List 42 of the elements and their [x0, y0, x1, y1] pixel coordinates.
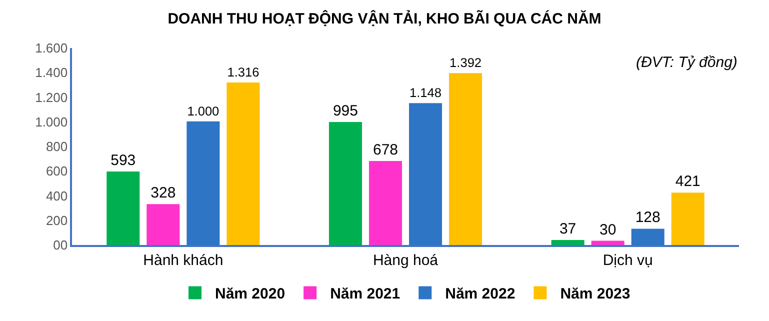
legend-label: Năm 2020 — [215, 286, 286, 303]
bar — [226, 82, 260, 245]
y-tick-label: 1.200 — [35, 90, 68, 105]
y-tick-label: 00 — [53, 238, 68, 253]
y-tick-label: 1.400 — [35, 65, 68, 80]
y-tick-label: 800 — [46, 139, 68, 154]
data-label: 421 — [675, 173, 700, 190]
y-tick-label: 600 — [46, 164, 68, 179]
x-tick-label: Dịch vụ — [602, 252, 653, 269]
y-tick-label: 400 — [46, 188, 68, 204]
bar — [328, 122, 362, 245]
legend-label: Năm 2023 — [560, 286, 630, 303]
legend-label: Năm 2021 — [330, 286, 400, 303]
data-label: 128 — [635, 209, 660, 226]
x-tick-label: Hành khách — [143, 252, 224, 269]
data-label: 30 — [599, 221, 616, 238]
bar — [551, 240, 584, 245]
data-label: 1.392 — [450, 55, 482, 70]
bar — [671, 192, 704, 245]
data-label: 37 — [559, 220, 576, 238]
annotation: (ĐVT: Tỷ đồng) — [636, 54, 738, 71]
data-label: 1.316 — [227, 64, 260, 80]
bar — [591, 240, 624, 245]
bar — [368, 161, 402, 245]
data-label: 995 — [332, 102, 358, 120]
bar — [631, 228, 664, 245]
data-label: 328 — [150, 184, 176, 202]
y-tick-label: 1.600 — [35, 40, 68, 56]
bar — [409, 103, 442, 245]
y-tick-label: 200 — [46, 212, 68, 228]
data-label: 1.148 — [410, 85, 442, 100]
legend-label: Năm 2022 — [445, 286, 516, 303]
data-label: 678 — [372, 142, 398, 159]
y-tick-label: 1.000 — [35, 114, 68, 130]
chart-title: DOANH THU HOẠT ĐỘNG VẬN TẢI, KHO BÃI QUA CÁC NĂM — [168, 9, 602, 28]
bar — [146, 204, 180, 245]
bar — [186, 121, 220, 245]
x-tick-label: Hàng hoá — [372, 252, 439, 269]
data-label: 1.000 — [187, 103, 220, 118]
bar — [449, 73, 482, 245]
data-label: 593 — [110, 152, 136, 169]
bar — [106, 171, 140, 245]
